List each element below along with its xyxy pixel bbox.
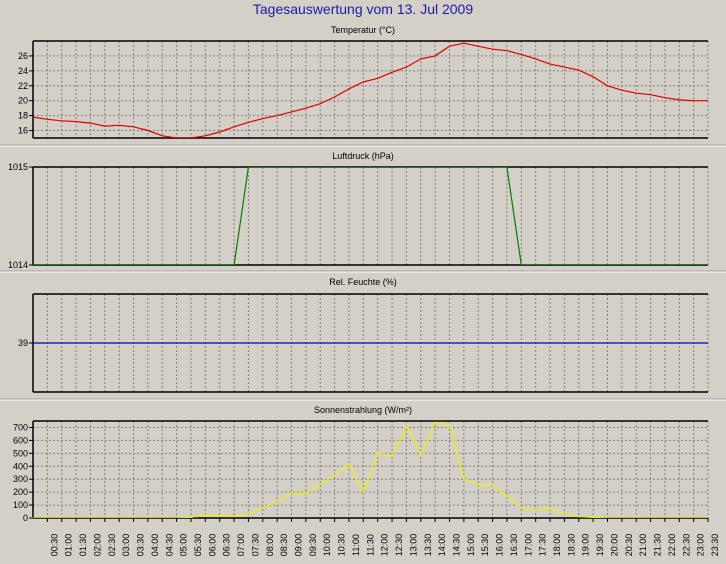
x-tick-label: 02:30 xyxy=(107,534,117,557)
x-tick-label: 08:30 xyxy=(279,534,289,557)
temperature-ytick-label: 20 xyxy=(18,96,28,106)
x-tick-label: 17:00 xyxy=(523,534,533,557)
x-tick-label: 04:30 xyxy=(164,534,174,557)
temperature-title: Temperatur (°C) xyxy=(331,25,395,35)
temperature-ytick-label: 26 xyxy=(18,51,28,61)
x-tick-label: 20:00 xyxy=(609,534,619,557)
x-tick-label: 13:30 xyxy=(423,534,433,557)
x-tick-label: 13:00 xyxy=(408,534,418,557)
pressure-chart: Luftdruck (hPa) 1014 1015 xyxy=(0,151,726,273)
x-tick-label: 19:00 xyxy=(581,534,591,557)
temperature-ytick-label: 24 xyxy=(18,66,28,76)
page-title: Tagesauswertung vom 13. Jul 2009 xyxy=(252,1,474,17)
solar-ytick-label: 100 xyxy=(13,500,28,510)
x-tick-label: 10:00 xyxy=(322,534,332,557)
humidity-title: Rel. Feuchte (%) xyxy=(329,277,397,287)
humidity-ytick-label: 39 xyxy=(18,338,28,348)
solar-series-line xyxy=(33,421,708,518)
x-tick-label: 01:00 xyxy=(64,534,74,557)
temperature-ytick-label: 22 xyxy=(18,81,28,91)
x-tick-label: 21:00 xyxy=(638,534,648,557)
x-tick-label: 12:30 xyxy=(394,534,404,557)
solar-ytick-label: 500 xyxy=(13,448,28,458)
temperature-ytick-label: 18 xyxy=(18,111,28,121)
x-tick-label: 22:30 xyxy=(681,534,691,557)
x-tick-label: 10:30 xyxy=(337,534,347,557)
x-tick-label: 22:00 xyxy=(667,534,677,557)
x-tick-label: 07:00 xyxy=(236,534,246,557)
x-tick-label: 02:00 xyxy=(92,534,102,557)
x-tick-label: 23:30 xyxy=(710,534,720,557)
x-tick-label: 11:00 xyxy=(351,534,361,556)
x-tick-label: 09:30 xyxy=(308,534,318,557)
x-tick-label: 16:30 xyxy=(509,534,519,557)
pressure-title: Luftdruck (hPa) xyxy=(332,151,394,161)
time-axis: 00:30 01:00 01:30 02:00 02:30 03:00 03:30 04:00… xyxy=(46,518,720,557)
x-tick-label: 15:30 xyxy=(480,534,490,557)
x-tick-label: 00:30 xyxy=(49,534,59,557)
solar-ytick-label: 400 xyxy=(13,461,28,471)
solar-ytick-label: 0 xyxy=(23,513,28,523)
solar-ytick-label: 600 xyxy=(13,435,28,445)
x-tick-label: 06:30 xyxy=(222,534,232,557)
solar-title: Sonnenstrahlung (W/m²) xyxy=(314,405,412,415)
x-tick-label: 11:30 xyxy=(365,534,375,556)
x-tick-label: 18:00 xyxy=(552,534,562,557)
x-tick-label: 23:00 xyxy=(696,534,706,557)
x-tick-label: 17:30 xyxy=(538,534,548,557)
pressure-series-line xyxy=(33,167,708,265)
x-tick-label: 01:30 xyxy=(78,534,88,557)
x-tick-label: 20:30 xyxy=(624,534,634,557)
x-tick-label: 21:30 xyxy=(653,534,663,557)
solar-ytick-label: 300 xyxy=(13,474,28,484)
solar-chart: Sonnenstrahlung (W/m²) 0 100 200 300 400 500 60… xyxy=(13,405,709,523)
temperature-ytick-label: 16 xyxy=(18,126,28,136)
x-tick-label: 05:00 xyxy=(179,534,189,557)
x-tick-label: 08:00 xyxy=(265,534,275,557)
x-tick-label: 07:30 xyxy=(250,534,260,557)
x-tick-label: 16:00 xyxy=(495,534,505,557)
x-tick-label: 03:00 xyxy=(121,534,131,557)
x-tick-label: 14:00 xyxy=(437,534,447,557)
solar-ytick-label: 200 xyxy=(13,487,28,497)
x-tick-label: 05:30 xyxy=(193,534,203,557)
x-tick-label: 03:30 xyxy=(136,534,146,557)
pressure-ytick-label: 1014 xyxy=(8,260,28,270)
humidity-chart: Rel. Feuchte (%) 39 xyxy=(0,277,726,401)
x-tick-label: 09:00 xyxy=(294,534,304,557)
temperature-series-line xyxy=(33,42,708,138)
x-tick-label: 19:30 xyxy=(595,534,605,557)
temperature-chart: Temperatur (°C) 16 18 20 22 24 26 xyxy=(0,25,726,147)
solar-ytick-label: 700 xyxy=(13,422,28,432)
x-tick-label: 12:00 xyxy=(380,534,390,557)
x-tick-label: 14:30 xyxy=(451,534,461,557)
pressure-ytick-label: 1015 xyxy=(8,162,28,172)
x-tick-label: 06:00 xyxy=(207,534,217,557)
x-tick-label: 04:00 xyxy=(150,534,160,557)
x-tick-label: 18:30 xyxy=(566,534,576,557)
x-tick-label: 15:00 xyxy=(466,534,476,557)
